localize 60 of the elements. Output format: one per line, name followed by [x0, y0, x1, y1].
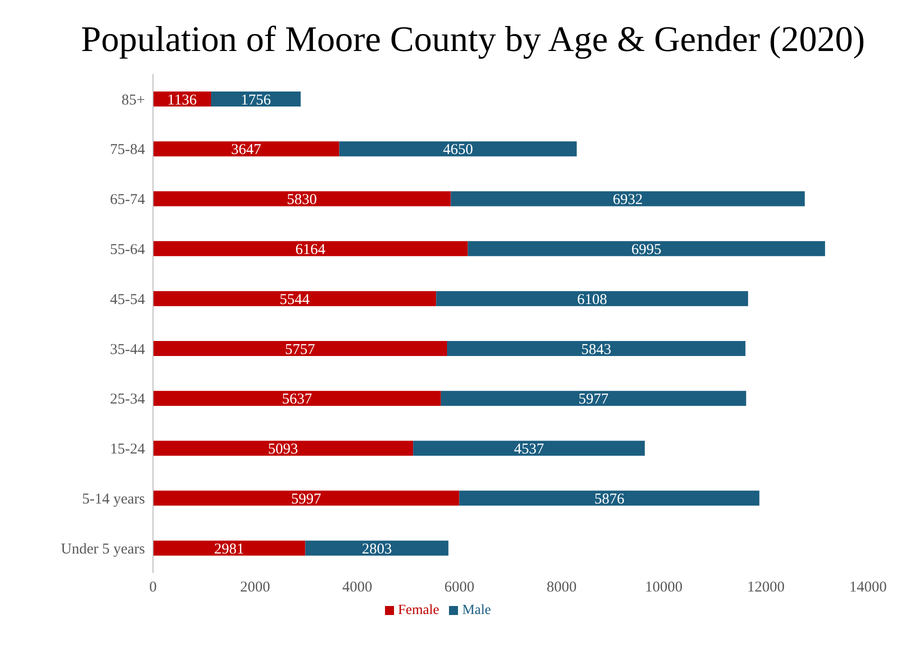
y-tick-label: 75-84	[110, 142, 146, 158]
data-label: 2981	[214, 541, 244, 558]
bar	[153, 291, 436, 306]
y-tick-label: 25-34	[110, 392, 146, 408]
bar	[436, 291, 748, 306]
bar	[468, 241, 826, 256]
data-label: 4537	[514, 442, 544, 458]
bar	[440, 390, 746, 406]
bar	[153, 490, 460, 506]
y-tick-label: 65-74	[110, 192, 146, 208]
data-label: 5977	[578, 392, 610, 408]
bar	[153, 191, 451, 206]
bar	[153, 390, 441, 406]
data-label: 2803	[362, 541, 392, 558]
data-label: 5843	[581, 342, 612, 358]
bar	[153, 540, 306, 556]
y-tick-label: 45-54	[110, 292, 146, 308]
x-tick-label: 2000	[240, 580, 270, 596]
legend-label: Female	[398, 603, 440, 618]
x-tick-label: 0	[149, 580, 157, 596]
x-tick-label: 4000	[342, 580, 372, 596]
data-label: 1756	[240, 92, 272, 108]
bar	[153, 340, 448, 356]
bar	[459, 490, 760, 506]
y-tick-label: 5-14 years	[82, 491, 146, 508]
y-tick-label: 55-64	[110, 242, 146, 258]
x-tick-label: 14000	[849, 580, 887, 596]
x-tick-label: 12000	[747, 580, 785, 596]
data-label: 6108	[577, 292, 608, 308]
y-tick-label: Under 5 years	[60, 541, 146, 558]
legend-label: Male	[462, 603, 491, 618]
bar	[447, 340, 746, 356]
bar	[153, 241, 468, 256]
x-tick-label: 8000	[546, 580, 577, 596]
chart-title: Population of Moore County by Age & Gender (2020)	[80, 18, 866, 60]
data-label: 3647	[231, 142, 262, 158]
data-label: 5830	[286, 192, 317, 208]
bar	[305, 540, 448, 556]
data-label: 6995	[631, 242, 662, 258]
x-tick-label: 6000	[444, 580, 474, 596]
data-label: 1136	[167, 92, 198, 108]
data-label: 5997	[291, 491, 322, 508]
data-label: 6164	[295, 242, 326, 258]
data-label: 4650	[443, 142, 473, 158]
y-tick-label: 35-44	[110, 342, 146, 358]
bar	[339, 141, 577, 156]
data-label: 5637	[282, 392, 312, 408]
x-tick-label: 10000	[644, 580, 682, 596]
data-label: 5757	[285, 342, 316, 358]
bar	[211, 91, 301, 106]
data-label: 6932	[612, 192, 643, 208]
bar	[413, 440, 645, 456]
y-tick-label: 85+	[122, 92, 145, 108]
data-label: 5876	[594, 491, 625, 508]
bar	[153, 440, 414, 456]
bar	[450, 191, 805, 206]
data-label: 5544	[280, 292, 310, 308]
bar	[153, 141, 340, 156]
data-label: 5093	[268, 442, 298, 458]
y-tick-label: 15-24	[110, 442, 146, 458]
